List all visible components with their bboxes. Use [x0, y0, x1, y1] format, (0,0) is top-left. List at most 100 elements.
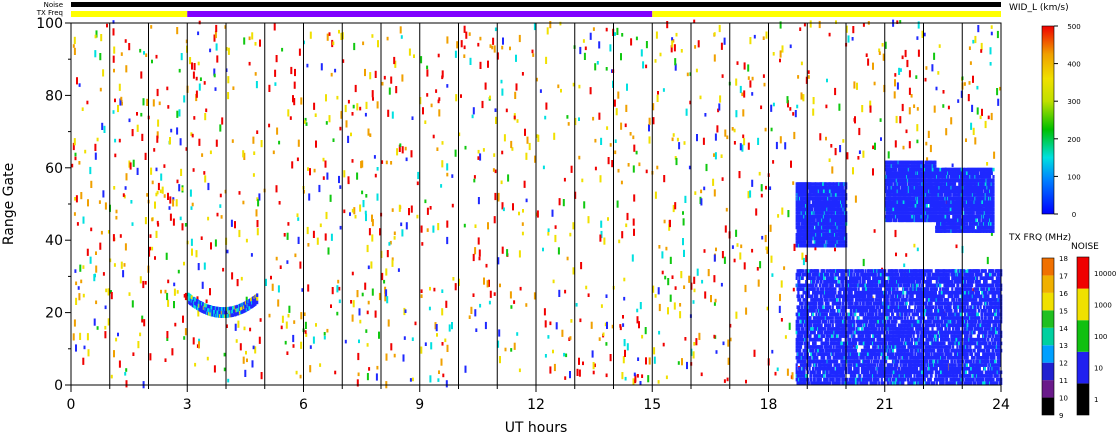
echo-cell — [117, 332, 119, 337]
echo-cell — [475, 328, 478, 332]
echo-cell — [207, 308, 210, 312]
echo-cell — [160, 173, 163, 181]
echo-cell — [389, 240, 392, 245]
echo-cell — [743, 262, 746, 270]
echo-cell — [741, 92, 744, 97]
echo-cell — [173, 282, 176, 287]
echo-cell — [473, 175, 476, 179]
echo-cell — [770, 255, 773, 263]
echo-cell — [733, 141, 736, 145]
echo-cell — [365, 194, 368, 198]
echo-cell — [294, 68, 296, 77]
echo-cell — [312, 336, 315, 344]
echo-cell — [273, 23, 276, 31]
echo-cell — [463, 54, 466, 58]
echo-cell — [498, 329, 501, 337]
echo-cell — [518, 250, 521, 258]
echo-cell — [760, 184, 763, 192]
echo-cell — [749, 80, 752, 88]
echo-cell — [233, 309, 236, 313]
echo-cell — [154, 201, 156, 209]
echo-cell — [400, 222, 403, 227]
echo-cell — [142, 98, 145, 106]
echo-cell — [95, 30, 98, 38]
echo-cell — [672, 204, 675, 213]
echo-cell — [839, 185, 842, 190]
echo-cell — [757, 137, 760, 145]
echo-cell — [941, 214, 944, 219]
echo-cell — [726, 377, 729, 382]
echo-cell — [918, 167, 922, 172]
echo-cell — [271, 283, 274, 291]
echo-cell — [731, 127, 734, 131]
echo-cell — [166, 331, 169, 339]
echo-cell — [895, 193, 898, 197]
echo-cell — [923, 175, 926, 179]
echo-cell — [992, 222, 995, 226]
echo-cell — [456, 41, 459, 49]
echo-cell — [720, 282, 723, 287]
echo-cell — [742, 109, 745, 117]
echo-cell — [429, 375, 432, 383]
echo-cell — [71, 163, 74, 168]
echo-cell — [592, 370, 595, 375]
echo-cell — [401, 74, 404, 82]
echo-cell — [448, 324, 451, 332]
echo-cell — [889, 211, 893, 215]
echo-cell — [213, 365, 216, 373]
echo-cell — [967, 204, 970, 208]
echo-cell — [391, 259, 394, 267]
echo-cell — [683, 249, 685, 257]
echo-cell — [854, 116, 856, 124]
echo-cell — [949, 218, 952, 223]
echo-cell — [992, 218, 995, 223]
echo-cell — [996, 30, 999, 39]
echo-cell — [635, 150, 638, 155]
echo-cell — [274, 69, 277, 77]
echo-cell — [800, 381, 803, 385]
echo-cell — [627, 163, 630, 167]
echo-cell — [799, 363, 803, 367]
echo-cell — [349, 212, 351, 216]
echo-cell — [371, 219, 374, 227]
echo-cell — [524, 128, 526, 136]
echo-cell — [110, 374, 113, 379]
echo-cell — [128, 292, 131, 296]
echo-cell — [977, 171, 980, 175]
echo-cell — [124, 372, 127, 376]
echo-cell — [299, 261, 302, 269]
echo-cell — [297, 139, 300, 147]
echo-cell — [563, 352, 566, 357]
echo-cell — [124, 186, 127, 190]
echo-cell — [968, 81, 971, 85]
echo-cell — [117, 104, 119, 113]
echo-cell — [78, 83, 81, 87]
echo-cell — [411, 116, 414, 120]
echo-cell — [800, 204, 803, 208]
echo-cell — [800, 309, 803, 313]
echo-cell — [955, 229, 958, 233]
echo-cell — [357, 372, 360, 377]
echo-cell — [189, 57, 192, 65]
echo-cell — [296, 157, 299, 162]
echo-cell — [445, 380, 448, 388]
echo-cell — [569, 371, 571, 379]
echo-cell — [152, 99, 155, 107]
echo-cell — [553, 132, 556, 140]
echo-cell — [216, 314, 219, 318]
echo-cell — [607, 217, 609, 221]
echo-cell — [807, 356, 810, 360]
echo-cell — [303, 120, 306, 124]
echo-cell — [787, 100, 789, 108]
echo-cell — [658, 330, 661, 335]
echo-cell — [411, 337, 414, 341]
echo-cell — [800, 374, 803, 378]
echo-cell — [938, 44, 941, 48]
echo-cell — [334, 68, 337, 73]
echo-cell — [75, 281, 78, 286]
echo-cell — [986, 196, 989, 201]
echo-cell — [525, 198, 528, 203]
echo-cell — [808, 287, 811, 291]
echo-cell — [892, 218, 895, 223]
echo-cell — [113, 263, 116, 267]
